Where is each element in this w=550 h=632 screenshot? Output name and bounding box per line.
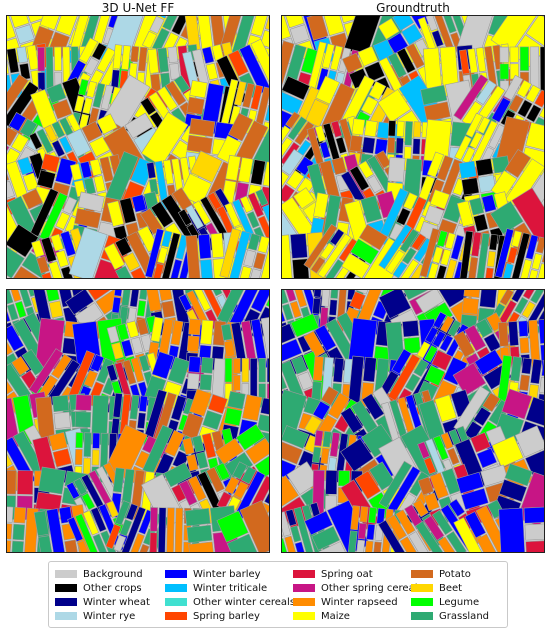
legend-swatch <box>55 598 77 606</box>
legend-swatch <box>293 612 315 620</box>
legend-swatch <box>55 570 77 578</box>
legend-label: Winter wheat <box>83 596 150 608</box>
legend-label: Beet <box>439 582 463 594</box>
legend-label: Legume <box>439 596 480 608</box>
legend-swatch <box>411 584 433 592</box>
legend-swatch <box>293 598 315 606</box>
legend-swatch <box>411 598 433 606</box>
legend-swatch <box>165 598 187 606</box>
legend-item: Maize <box>293 609 411 623</box>
prediction-map-top <box>6 15 270 279</box>
field-parcels <box>282 16 544 278</box>
prediction-map-bottom <box>6 289 270 553</box>
legend-label: Maize <box>321 610 350 622</box>
legend-item: Winter triticale <box>165 581 293 595</box>
prediction-title: 3D U-Net FF <box>101 1 175 15</box>
legend-label: Spring barley <box>193 610 260 622</box>
legend-swatch <box>165 570 187 578</box>
groundtruth-map-bottom <box>281 289 545 553</box>
legend-item: Winter rye <box>55 609 165 623</box>
legend-swatch <box>411 612 433 620</box>
legend-item: Other spring cereals <box>293 581 423 595</box>
legend-label: Winter rapseed <box>321 596 398 608</box>
legend-swatch <box>165 612 187 620</box>
legend-item: Beet <box>411 581 501 595</box>
legend-item: Grassland <box>411 609 501 623</box>
legend-swatch <box>411 570 433 578</box>
legend-grid: Background Other crops Winter wheat Winter … <box>55 567 501 623</box>
legend-swatch <box>293 570 315 578</box>
legend-item: Spring barley <box>165 609 293 623</box>
legend-item: Legume <box>411 595 501 609</box>
legend-item: Potato <box>411 567 501 581</box>
legend: Background Other crops Winter wheat Winter … <box>48 561 508 628</box>
legend-item: Background <box>55 567 165 581</box>
legend-swatch <box>165 584 187 592</box>
legend-item: Other crops <box>55 581 165 595</box>
field-parcels <box>282 290 544 552</box>
groundtruth-title: Groundtruth <box>376 1 450 15</box>
legend-item: Spring oat <box>293 567 411 581</box>
legend-label: Other spring cereals <box>321 582 423 594</box>
legend-swatch <box>293 584 315 592</box>
legend-item: Winter rapseed <box>293 595 411 609</box>
legend-label: Background <box>83 568 143 580</box>
legend-label: Spring oat <box>321 568 373 580</box>
legend-label: Potato <box>439 568 471 580</box>
groundtruth-map-top <box>281 15 545 279</box>
legend-item: Winter wheat <box>55 595 165 609</box>
legend-label: Winter barley <box>193 568 261 580</box>
field-parcels <box>7 16 269 278</box>
legend-swatch <box>55 584 77 592</box>
legend-item: Winter barley <box>165 567 293 581</box>
legend-swatch <box>55 612 77 620</box>
legend-item: Other winter cereals <box>165 595 296 609</box>
legend-label: Other crops <box>83 582 142 594</box>
field-parcels <box>7 290 269 552</box>
legend-label: Winter rye <box>83 610 136 622</box>
legend-label: Winter triticale <box>193 582 268 594</box>
legend-label: Grassland <box>439 610 489 622</box>
legend-label: Other winter cereals <box>193 596 296 608</box>
